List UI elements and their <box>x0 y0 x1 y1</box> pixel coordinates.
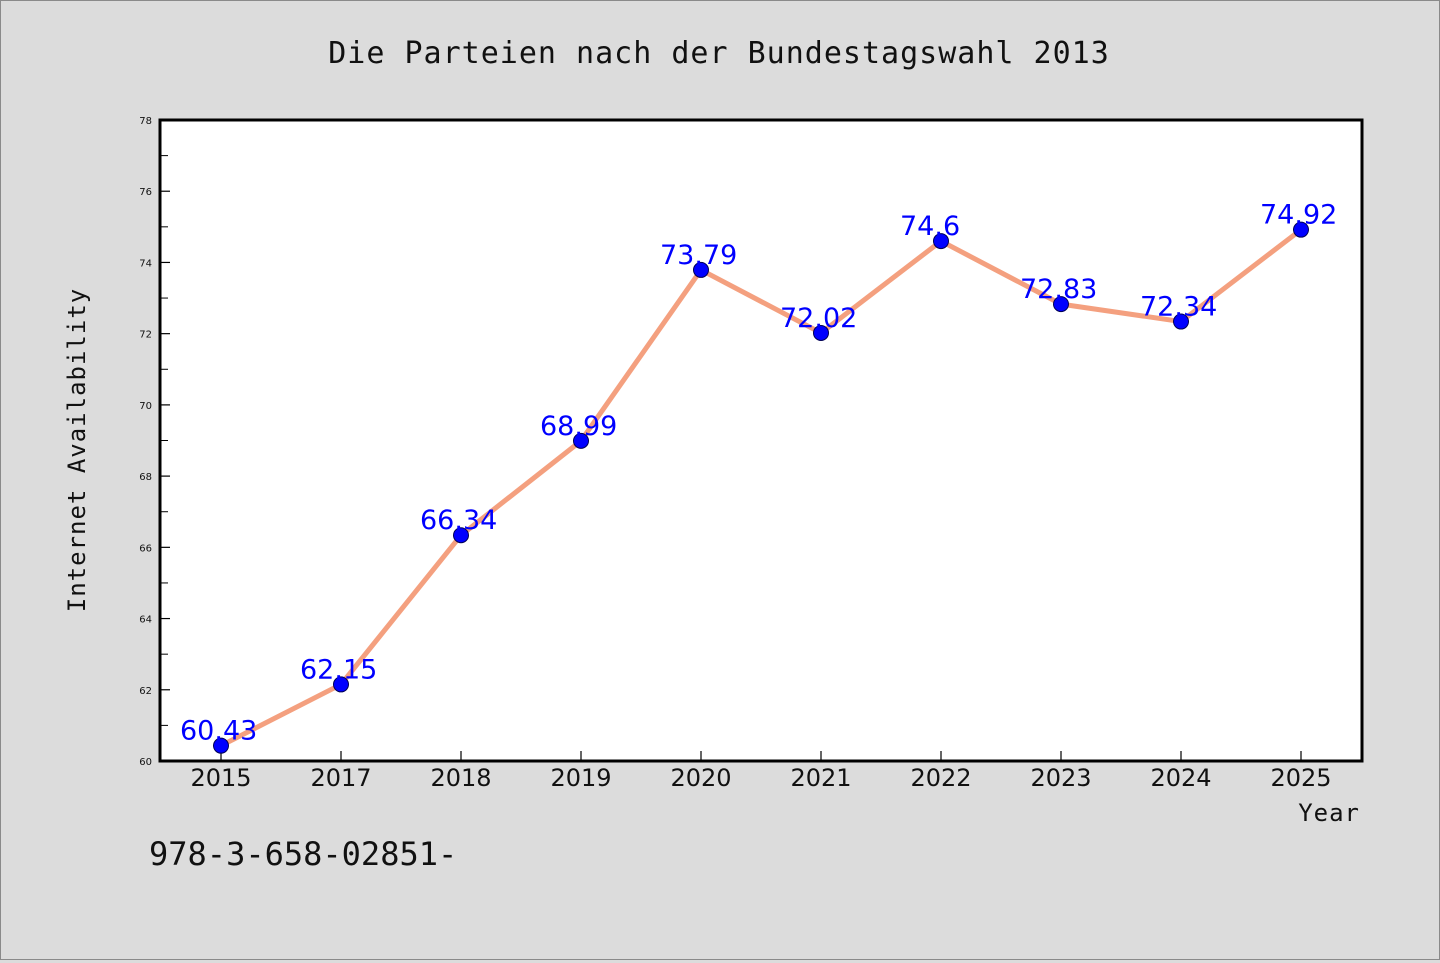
x-axis: 2015 2017 2018 2019 2020 2021 2022 2023 2024 2025 <box>190 751 1332 792</box>
y-tick-label: 74 <box>139 258 152 269</box>
y-tick-label: 72 <box>139 330 152 341</box>
data-label: 66.34 <box>420 505 497 536</box>
data-label: 74.92 <box>1260 200 1337 231</box>
data-point <box>693 261 709 278</box>
data-point <box>933 233 949 250</box>
data-point <box>1293 221 1309 238</box>
y-tick-label: 66 <box>139 543 152 554</box>
data-point <box>213 737 229 754</box>
data-point <box>1173 313 1189 330</box>
x-tick-label: 2025 <box>1270 764 1331 792</box>
data-label: 73.79 <box>660 240 737 271</box>
x-tick-label: 2024 <box>1150 764 1211 792</box>
x-tick-label: 2023 <box>1030 764 1091 792</box>
data-label: 60.43 <box>180 716 257 747</box>
data-label: 72.34 <box>1140 292 1217 323</box>
series-line-group <box>218 227 1304 749</box>
y-tick-label: 70 <box>139 401 152 412</box>
footnote-text: 978-3-658-02851- <box>149 835 457 873</box>
data-label: 68.99 <box>540 411 617 442</box>
chart-title: Die Parteien nach der Bundestagswahl 201… <box>328 36 1110 71</box>
data-label: 62.15 <box>300 654 377 685</box>
data-point <box>1053 296 1069 313</box>
y-axis-label: Internet Availability <box>63 288 91 612</box>
x-tick-label: 2015 <box>190 764 251 792</box>
x-tick-label: 2022 <box>910 764 971 792</box>
data-point <box>333 676 349 693</box>
x-tick-label: 2020 <box>670 764 731 792</box>
data-point <box>813 324 829 341</box>
data-point <box>573 432 589 449</box>
y-tick-label: 78 <box>139 116 152 127</box>
x-tick-label: 2017 <box>310 764 371 792</box>
plot-area <box>158 118 1364 763</box>
x-tick-label: 2018 <box>430 764 491 792</box>
series-line <box>218 227 1304 749</box>
y-tick-label: 60 <box>139 757 152 768</box>
x-tick-label: 2021 <box>790 764 851 792</box>
data-labels: 60.43 62.15 66.34 68.99 73.79 72.02 74.6 72.83 7… <box>180 200 1337 747</box>
y-tick-label: 62 <box>139 686 152 697</box>
y-tick-label: 68 <box>139 472 152 483</box>
data-point <box>453 527 469 544</box>
data-points <box>213 221 1309 754</box>
data-label: 74.6 <box>900 211 960 242</box>
y-tick-label: 64 <box>139 615 152 626</box>
data-label: 72.02 <box>780 303 857 334</box>
y-axis: 60 62 64 66 68 70 72 74 76 78 <box>139 116 170 768</box>
data-label: 72.83 <box>1020 274 1097 305</box>
y-tick-label: 76 <box>139 187 152 198</box>
x-tick-label: 2019 <box>550 764 611 792</box>
x-axis-label: Year <box>1298 799 1360 827</box>
